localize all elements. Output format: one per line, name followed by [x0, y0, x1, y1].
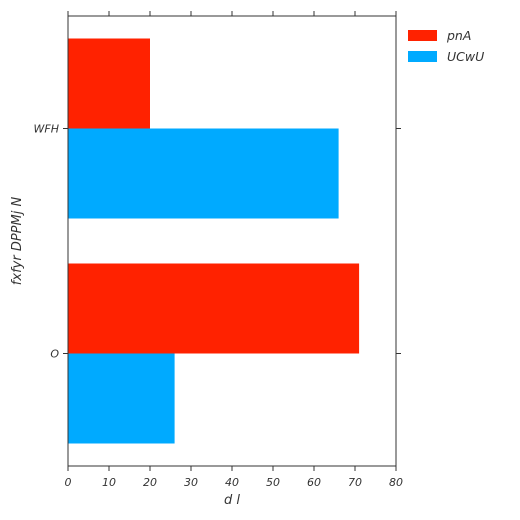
bar-UCwU-O: [68, 353, 175, 444]
x-tick-label: 80: [389, 476, 403, 489]
x-axis-title: d l: [224, 493, 240, 508]
x-tick-label: 30: [184, 476, 198, 489]
bars-layer: [68, 38, 360, 444]
x-tick-label: 60: [307, 476, 321, 489]
bar-pnA-WFH: [68, 38, 150, 129]
y-tick-label: WFH: [34, 123, 59, 136]
legend: pnA UCwU: [408, 28, 484, 64]
y-axis-title: fxfyr DPPMj N: [10, 197, 25, 286]
legend-label-UCwU: UCwU: [447, 49, 484, 64]
y-axis: WFH O: [34, 123, 401, 361]
bar-UCwU-WFH: [68, 128, 339, 219]
legend-swatch-pnA: [408, 30, 437, 41]
legend-swatch-UCwU: [408, 51, 437, 62]
x-tick-label: 10: [102, 476, 116, 489]
legend-label-pnA: pnA: [446, 28, 471, 43]
x-tick-label: 0: [65, 476, 72, 489]
y-tick-label: O: [50, 348, 59, 361]
x-tick-label: 20: [143, 476, 157, 489]
x-tick-label: 50: [266, 476, 280, 489]
bar-pnA-O: [68, 263, 360, 354]
x-tick-label: 40: [225, 476, 239, 489]
x-axis: 0 10 20 30 40 50 60 70 80: [65, 11, 403, 489]
x-tick-label: 70: [348, 476, 362, 489]
